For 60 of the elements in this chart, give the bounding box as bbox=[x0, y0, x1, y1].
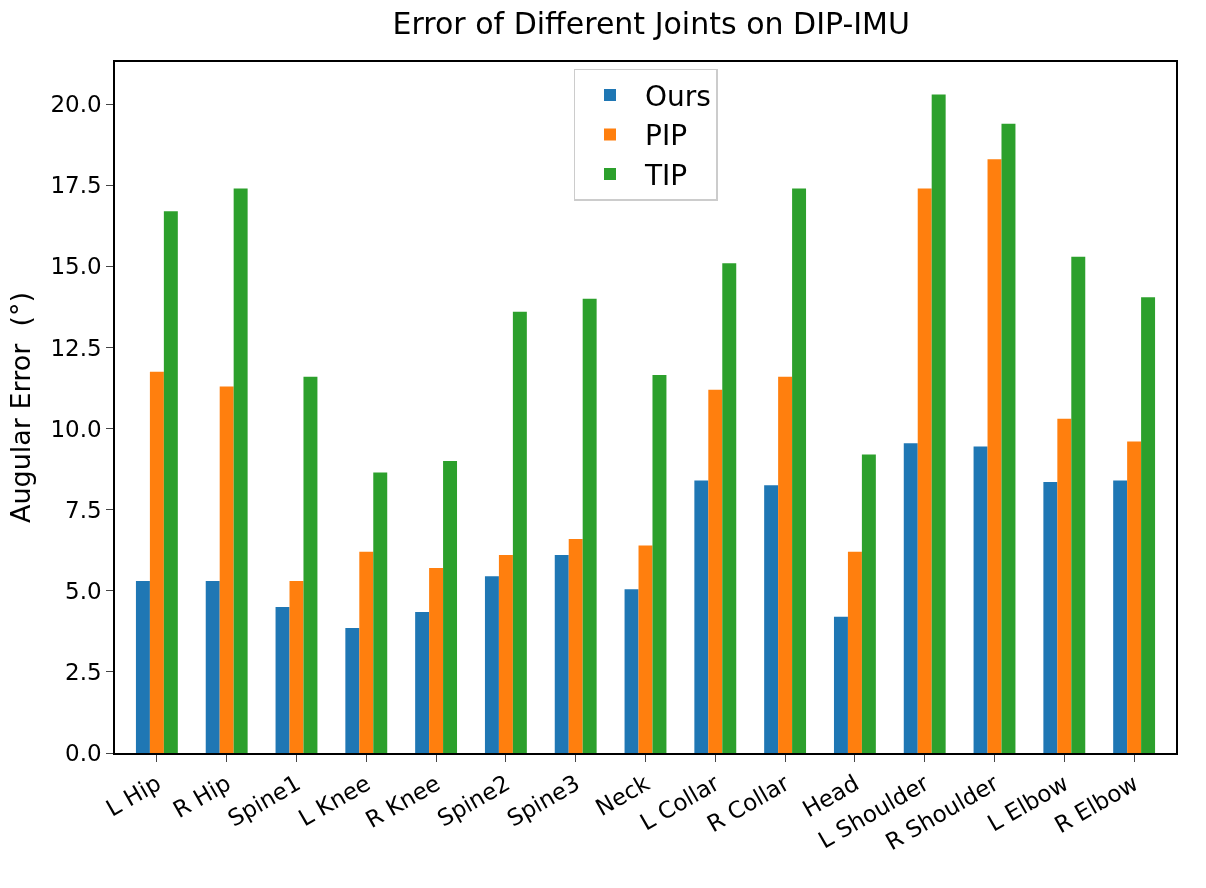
y-tick-label: 15.0 bbox=[50, 253, 102, 280]
chart-title: Error of Different Joints on DIP-IMU bbox=[392, 6, 910, 42]
bar bbox=[582, 298, 597, 753]
bar bbox=[345, 628, 360, 753]
legend-label: Ours bbox=[645, 80, 711, 114]
y-tick-label: 17.5 bbox=[50, 172, 102, 199]
bar bbox=[568, 538, 583, 753]
y-tick-label: 5.0 bbox=[65, 577, 102, 604]
y-axis-title: Augular Error (°) bbox=[4, 291, 36, 524]
bar bbox=[722, 263, 737, 753]
bar bbox=[373, 472, 388, 753]
bar bbox=[638, 545, 653, 753]
x-tick-label: L Hip bbox=[101, 769, 166, 822]
bar bbox=[1141, 297, 1156, 753]
y-tick-label: 0.0 bbox=[65, 740, 102, 767]
bar bbox=[1001, 123, 1016, 753]
bar bbox=[1071, 256, 1086, 753]
bar bbox=[624, 589, 639, 753]
y-tick-label: 12.5 bbox=[50, 334, 102, 361]
bar bbox=[694, 480, 709, 753]
bar bbox=[512, 311, 527, 753]
y-tick-label: 20.0 bbox=[50, 91, 102, 118]
bar bbox=[833, 616, 848, 753]
bar bbox=[917, 188, 932, 753]
bar bbox=[861, 454, 876, 753]
bar bbox=[1127, 441, 1142, 753]
bar bbox=[415, 611, 430, 753]
bar bbox=[498, 555, 513, 753]
bar bbox=[1113, 480, 1128, 753]
bar bbox=[973, 446, 988, 753]
bar bbox=[652, 375, 667, 753]
bar bbox=[778, 376, 793, 753]
bar bbox=[149, 371, 164, 753]
bar bbox=[554, 555, 569, 753]
y-tick-label: 2.5 bbox=[65, 658, 102, 685]
y-tick-label: 10.0 bbox=[50, 415, 102, 442]
bar bbox=[987, 159, 1002, 753]
y-tick-label: 7.5 bbox=[65, 496, 102, 523]
bar bbox=[233, 188, 248, 753]
bar bbox=[359, 551, 374, 753]
bar bbox=[792, 188, 807, 753]
bar bbox=[847, 551, 862, 753]
legend-label: TIP bbox=[644, 158, 688, 192]
bar bbox=[708, 389, 723, 753]
bar bbox=[135, 581, 150, 753]
bar bbox=[289, 581, 304, 753]
bar bbox=[275, 607, 290, 753]
bar bbox=[163, 211, 178, 753]
bar bbox=[1057, 418, 1072, 753]
bar bbox=[764, 485, 779, 753]
bar bbox=[429, 568, 444, 753]
bar bbox=[903, 443, 918, 753]
bar bbox=[931, 94, 946, 753]
bar bbox=[1043, 482, 1058, 753]
bar bbox=[205, 581, 220, 753]
bar bbox=[484, 576, 499, 753]
bar bbox=[443, 461, 458, 753]
bar bbox=[303, 376, 318, 753]
bar bbox=[219, 386, 234, 753]
legend-label: PIP bbox=[645, 119, 688, 153]
